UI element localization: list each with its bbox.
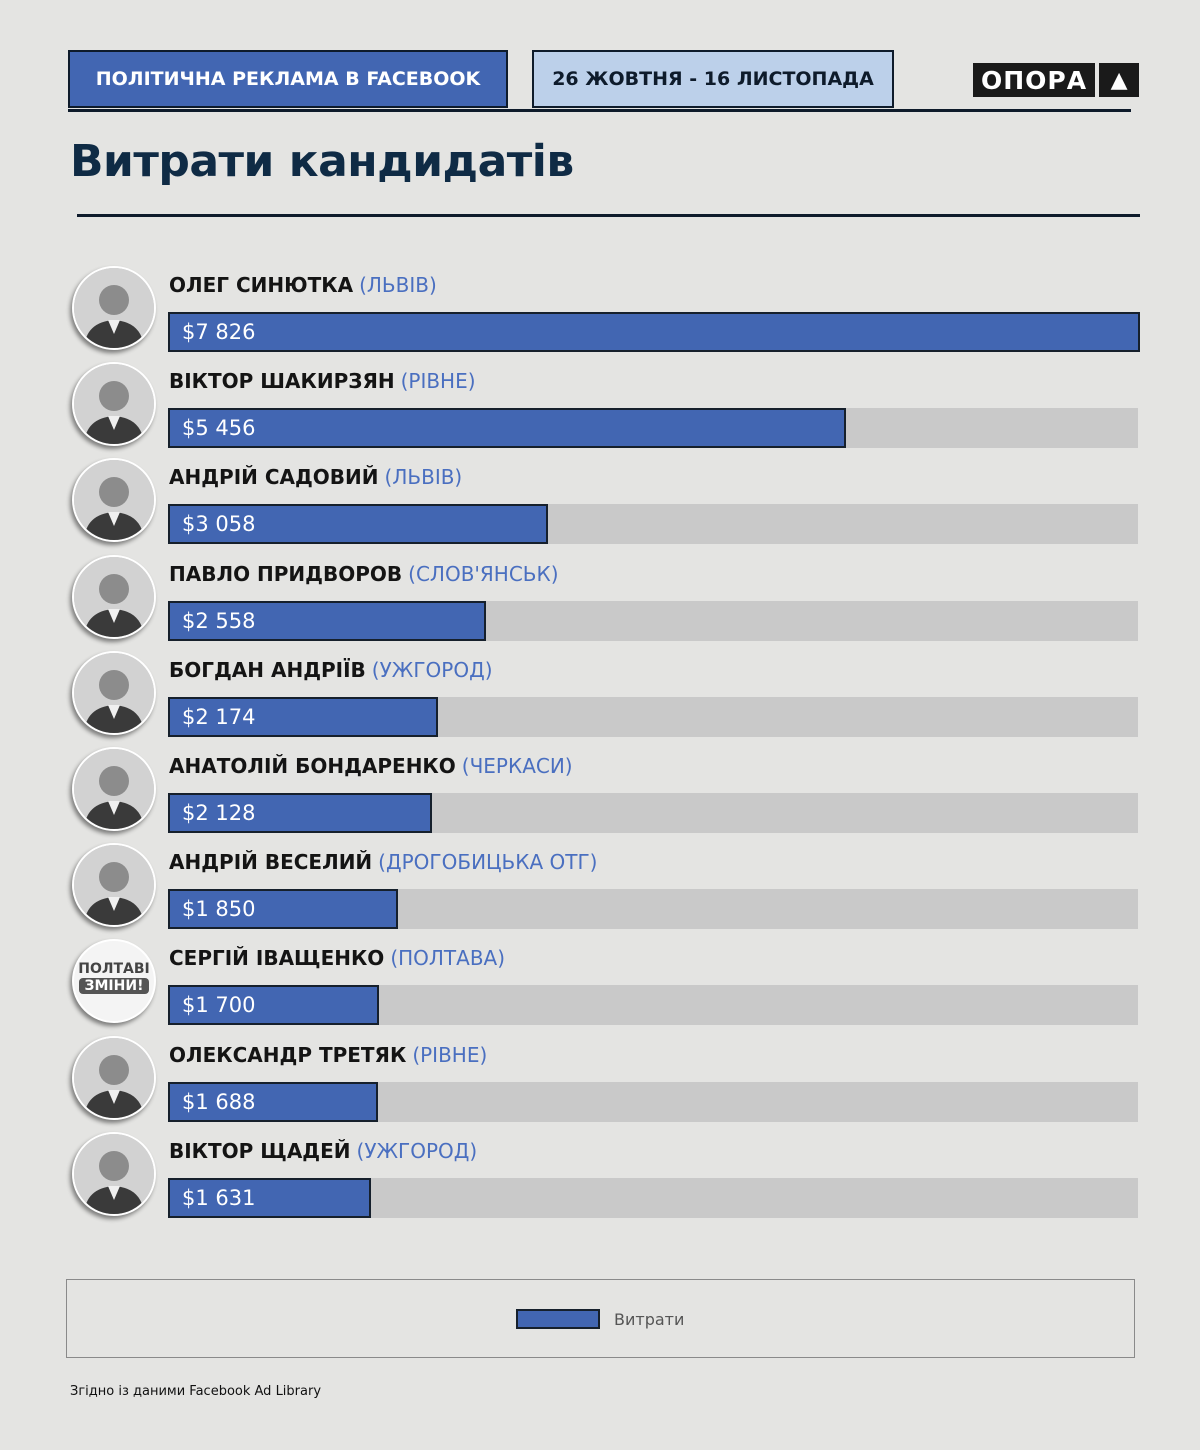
page-title: Витрати кандидатів [70, 136, 574, 187]
portrait-icon [72, 362, 156, 446]
bar-value-label: $2 128 [182, 801, 256, 825]
candidate-label: АНАТОЛІЙ БОНДАРЕНКО (ЧЕРКАСИ) [169, 753, 573, 779]
candidate-city: (ПОЛТАВА) [390, 946, 506, 970]
bar-value-label: $3 058 [182, 512, 256, 536]
bar-value-label: $5 456 [182, 416, 256, 440]
candidate-label: ПАВЛО ПРИДВОРОВ (СЛОВ'ЯНСЬК) [169, 561, 559, 587]
bar [168, 408, 846, 448]
bar [168, 1082, 378, 1122]
candidate-name: АНДРІЙ САДОВИЙ [169, 465, 379, 489]
candidate-row: БОГДАН АНДРІЇВ (УЖГОРОД) $2 174 [0, 651, 1200, 753]
bar-value-label: $1 688 [182, 1090, 256, 1114]
bar-value-label: $7 826 [182, 320, 256, 344]
opora-logo: ОПОРА ▲ [973, 63, 1140, 97]
candidate-name: ВІКТОР ШАКИРЗЯН [169, 369, 395, 393]
legend [66, 1279, 1135, 1358]
bar [168, 1178, 371, 1218]
candidate-name: БОГДАН АНДРІЇВ [169, 658, 366, 682]
logo-text: ОПОРА [973, 63, 1096, 97]
bar [168, 312, 1140, 352]
legend-swatch [516, 1309, 600, 1329]
candidate-label: ВІКТОР ШАКИРЗЯН (РІВНЕ) [169, 368, 476, 394]
bar [168, 697, 438, 737]
candidate-city: (ЧЕРКАСИ) [461, 754, 573, 778]
legend-label: Витрати [614, 1310, 685, 1329]
candidate-city: (УЖГОРОД) [371, 658, 493, 682]
triangle-icon: ▲ [1099, 63, 1140, 97]
candidate-label: ОЛЕКСАНДР ТРЕТЯК (РІВНЕ) [169, 1042, 487, 1068]
candidate-label: АНДРІЙ ВЕСЕЛИЙ (ДРОГОБИЦЬКА ОТГ) [169, 849, 597, 875]
title-rule [77, 214, 1140, 217]
portrait-icon [72, 843, 156, 927]
candidate-city: (ЛЬВІВ) [384, 465, 463, 489]
candidate-name: ВІКТОР ЩАДЕЙ [169, 1139, 351, 1163]
candidate-name: ПАВЛО ПРИДВОРОВ [169, 562, 403, 586]
candidate-name: ОЛЕГ СИНЮТКА [169, 273, 354, 297]
bar-value-label: $2 558 [182, 609, 256, 633]
candidate-row: ОЛЕКСАНДР ТРЕТЯК (РІВНЕ) $1 688 [0, 1036, 1200, 1138]
campaign-logo-icon: ПОЛТАВІ ЗМІНИ! [72, 939, 156, 1023]
bar-value-label: $1 700 [182, 993, 256, 1017]
candidate-name: СЕРГІЙ ІВАЩЕНКО [169, 946, 385, 970]
candidate-row: ПАВЛО ПРИДВОРОВ (СЛОВ'ЯНСЬК) $2 558 [0, 555, 1200, 657]
header-rule [68, 109, 1131, 112]
candidate-city: (РІВНЕ) [412, 1043, 488, 1067]
candidate-row: ВІКТОР ШАКИРЗЯН (РІВНЕ) $5 456 [0, 362, 1200, 464]
campaign-logo-line2: ЗМІНИ! [79, 978, 149, 994]
campaign-logo-line1: ПОЛТАВІ [78, 961, 150, 977]
candidate-name: АНДРІЙ ВЕСЕЛИЙ [169, 850, 373, 874]
candidate-name: АНАТОЛІЙ БОНДАРЕНКО [169, 754, 456, 778]
candidate-label: СЕРГІЙ ІВАЩЕНКО (ПОЛТАВА) [169, 945, 505, 971]
candidate-city: (РІВНЕ) [400, 369, 476, 393]
portrait-icon [72, 651, 156, 735]
header-title: ПОЛІТИЧНА РЕКЛАМА В FACEBOOK [68, 50, 508, 108]
bar-value-label: $1 850 [182, 897, 256, 921]
portrait-icon [72, 1132, 156, 1216]
bar [168, 504, 548, 544]
portrait-icon [72, 458, 156, 542]
portrait-icon [72, 1036, 156, 1120]
candidate-name: ОЛЕКСАНДР ТРЕТЯК [169, 1043, 407, 1067]
bar [168, 601, 486, 641]
candidate-row: АНДРІЙ САДОВИЙ (ЛЬВІВ) $3 058 [0, 458, 1200, 560]
candidate-city: (СЛОВ'ЯНСЬК) [408, 562, 559, 586]
candidate-city: (УЖГОРОД) [356, 1139, 478, 1163]
candidate-row: ПОЛТАВІ ЗМІНИ! СЕРГІЙ ІВАЩЕНКО (ПОЛТАВА) $1 … [0, 939, 1200, 1041]
candidate-label: АНДРІЙ САДОВИЙ (ЛЬВІВ) [169, 464, 462, 490]
candidate-row: ВІКТОР ЩАДЕЙ (УЖГОРОД) $1 631 [0, 1132, 1200, 1234]
bar-value-label: $1 631 [182, 1186, 256, 1210]
bar [168, 985, 379, 1025]
candidate-row: АНАТОЛІЙ БОНДАРЕНКО (ЧЕРКАСИ) $2 128 [0, 747, 1200, 849]
candidate-label: БОГДАН АНДРІЇВ (УЖГОРОД) [169, 657, 493, 683]
bar [168, 793, 432, 833]
candidate-row: ОЛЕГ СИНЮТКА (ЛЬВІВ) $7 826 [0, 266, 1200, 368]
bar [168, 889, 398, 929]
candidate-label: ОЛЕГ СИНЮТКА (ЛЬВІВ) [169, 272, 437, 298]
portrait-icon [72, 747, 156, 831]
portrait-icon [72, 266, 156, 350]
candidate-city: (ДРОГОБИЦЬКА ОТГ) [378, 850, 598, 874]
candidate-row: АНДРІЙ ВЕСЕЛИЙ (ДРОГОБИЦЬКА ОТГ) $1 850 [0, 843, 1200, 945]
source-note: Згідно із даними Facebook Ad Library [70, 1384, 322, 1399]
candidate-label: ВІКТОР ЩАДЕЙ (УЖГОРОД) [169, 1138, 477, 1164]
portrait-icon [72, 555, 156, 639]
bar-value-label: $2 174 [182, 705, 256, 729]
header-dates: 26 ЖОВТНЯ - 16 ЛИСТОПАДА [532, 50, 894, 108]
candidate-city: (ЛЬВІВ) [359, 273, 437, 297]
